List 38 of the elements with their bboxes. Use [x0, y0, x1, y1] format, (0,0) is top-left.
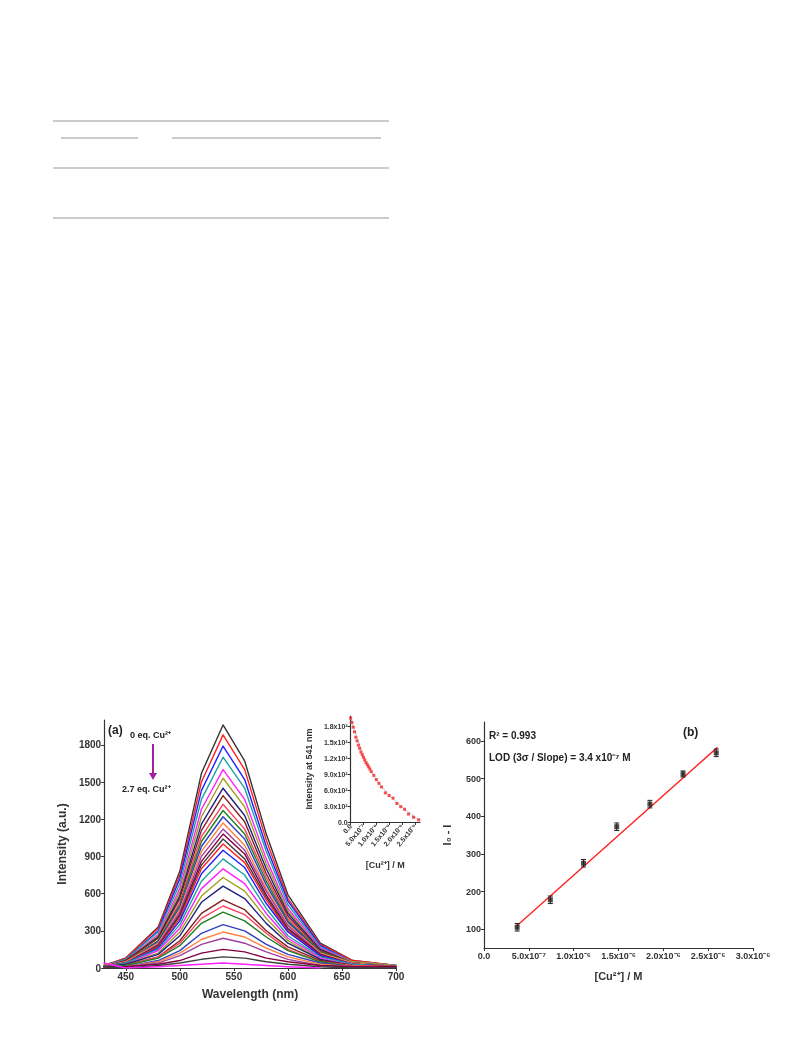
y-tick-label: 500	[465, 773, 481, 784]
y-axis-title: Intensity at 541 nm	[303, 728, 314, 810]
y-tick-label: 1500	[78, 776, 102, 788]
x-tick-label: 1.0x10⁻⁶	[556, 950, 591, 961]
y-tick-label: 900	[84, 850, 102, 862]
x-tick-label: 2.0x10⁻⁶	[646, 950, 681, 961]
x-tick-label: 5.0x10⁻⁷	[511, 950, 547, 961]
y-axis-title: Intensity (a.u.)	[55, 803, 69, 885]
x-tick-label: 650	[333, 970, 351, 982]
y-tick-label: 300	[465, 848, 481, 859]
y-tick-label: 0	[95, 962, 102, 974]
x-tick-label: 500	[171, 970, 189, 982]
y-tick-label: 400	[465, 811, 481, 822]
y-tick-label: 1200	[78, 813, 102, 825]
y-tick-label: 300	[84, 925, 102, 937]
annotation: (b)	[683, 725, 699, 739]
x-axis-title: [Cu²⁺] / M	[594, 969, 643, 982]
x-tick-label: 2.5x10⁻⁶	[690, 950, 726, 961]
annotation: LOD (3σ / Slope) = 3.4 x10⁻⁷ M	[489, 751, 631, 763]
x-tick-label: 0.0	[477, 950, 491, 961]
annotation: 2.7 eq. Cu²⁺	[122, 783, 171, 794]
y-axis-title: I₀ - I	[440, 824, 453, 846]
x-tick-label: 600	[279, 970, 297, 982]
annotation: 0 eq. Cu²⁺	[130, 729, 172, 740]
x-tick-label: 700	[387, 970, 405, 982]
y-tick-label: 200	[465, 886, 481, 897]
y-tick-label: 600	[84, 888, 102, 900]
x-tick-label: 550	[225, 970, 243, 982]
annotation: R² = 0.993	[489, 729, 537, 741]
x-tick-label: 3.0x10⁻⁶	[735, 950, 771, 961]
y-tick-label: 1800	[78, 739, 102, 751]
x-tick-label: 1.5x10⁻⁶	[601, 950, 636, 961]
annotation: (a)	[108, 723, 123, 737]
x-axis-title: Wavelength (nm)	[201, 987, 299, 1001]
x-axis-title: [Cu²⁺] / M	[365, 859, 405, 870]
y-tick-label: 100	[465, 924, 481, 935]
x-tick-label: 450	[117, 970, 135, 982]
y-tick-label: 600	[465, 735, 481, 746]
